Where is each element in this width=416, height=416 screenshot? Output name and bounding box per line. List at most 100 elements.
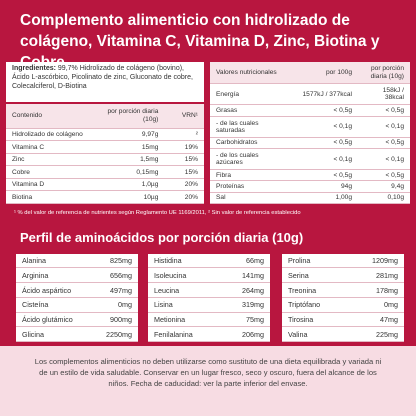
cell: Vitamina C [6,140,98,154]
amino-name: Valina [282,326,348,342]
amino-value: 141mg [221,267,270,284]
cell: Proteínas [210,180,290,193]
amino-column: Alanina 825mg Arginina 656mg Ácido aspártico… [16,254,138,342]
header-cell: por 100g [290,62,358,85]
header-row: Valores nutricionales por 100g por porción… [210,62,410,85]
amino-value: 225mg [347,326,404,342]
cell: < 0,5g [290,137,358,150]
row: Metionina 75mg [148,312,270,328]
amino-value: 497mg [91,282,138,298]
header-cell: Valores nutricionales [210,62,290,85]
cell: Vitamina D [6,178,98,192]
row: Glicina 2250mg [16,326,138,342]
amino-value: 206mg [221,326,270,342]
amino-name: Ácido aspártico [16,282,92,298]
bottom-band [0,346,416,416]
cell: Biotina [6,190,98,204]
row: Arginina 656mg [16,267,138,284]
row: Cobre 0,15mg 15% [6,165,204,179]
cell: 0,10g [358,192,410,205]
row: Alanina 825mg [16,254,138,269]
row: Prolina 1209mg [282,254,404,269]
amino-column: Histidina 66mg Isoleucina 141mg Leucina 264mg… [148,254,270,342]
row: Triptófano 0mg [282,297,404,313]
header-row: Contenido por porción diaria (10g) VRN¹ [6,104,204,129]
cell: 20% [164,178,204,192]
amino-value: 264mg [221,282,270,298]
amino-value: 1209mg [347,254,404,269]
row: Treonina 178mg [282,282,404,298]
amino-value: 47mg [347,312,404,328]
row: Proteínas 94g 9,4g [210,180,410,193]
cell: 1577kJ / 377kcal [290,83,358,106]
cell: < 0,1g [358,148,410,171]
cell: Fibra [210,169,290,182]
cell: 158kJ / 38kcal [358,83,410,106]
disclaimer: Los complementos alimenticios no deben u… [34,357,382,388]
amino-name: Histidina [148,254,222,269]
amino-name: Cisteína [16,297,92,313]
header-cell: VRN¹ [164,104,204,129]
amino-name: Ácido glutámico [16,312,92,328]
row: Zinc 1,5mg 15% [6,153,204,167]
cell: < 0,1g [290,148,358,171]
cell: - de los cuales azúcares [210,148,290,171]
row: Isoleucina 141mg [148,267,270,284]
cell: 1,00g [290,192,358,205]
amino-table: Prolina 1209mg Serina 281mg Treonina 178mg Tri… [282,254,404,342]
cell: < 0,5g [290,104,358,117]
header-cell: Contenido [6,104,98,129]
amino-name: Prolina [282,254,348,269]
row: Vitamina C 15mg 19% [6,140,204,154]
row: Lisina 319mg [148,297,270,313]
row: Fibra < 0,5g < 0,5g [210,169,410,182]
cell: 15% [164,165,204,179]
cell: Zinc [6,153,98,167]
amino-value: 900mg [91,312,138,328]
row: Leucina 264mg [148,282,270,298]
amino-name: Serina [282,267,348,284]
row: Ácido aspártico 497mg [16,282,138,298]
footnote: ¹ % del valor de referencia de nutriente… [14,210,301,216]
ingredients-label: Ingredientes: [12,65,56,72]
row: Biotina 10µg 20% [6,190,204,204]
amino-value: 656mg [91,267,138,284]
amino-table: Histidina 66mg Isoleucina 141mg Leucina 264mg… [148,254,270,342]
row: Valina 225mg [282,326,404,342]
row: Fenilalanina 206mg [148,326,270,342]
cell: ² [164,128,204,142]
cell: 94g [290,180,358,193]
cell: 1,0µg [97,178,165,192]
cell: < 0,5g [358,104,410,117]
cell: Energía [210,83,290,106]
amino-value: 178mg [347,282,404,298]
cell: 1,5mg [97,153,165,167]
amino-table: Alanina 825mg Arginina 656mg Ácido aspártico… [16,254,138,342]
amino-name: Glicina [16,326,92,342]
amino-name: Isoleucina [148,267,222,284]
amino-value: 319mg [221,297,270,313]
cell: < 0,5g [290,169,358,182]
row: - de los cuales azúcares < 0,1g < 0,1g [210,148,410,171]
row: Energía 1577kJ / 377kcal 158kJ / 38kcal [210,83,410,106]
ingredients: Ingredientes: 99,7% Hidrolizado de colág… [6,62,204,102]
row: Cisteína 0mg [16,297,138,313]
cell: 20% [164,190,204,204]
row: Hidrolizado de colágeno 9,97g ² [6,128,204,142]
amino-name: Triptófano [282,297,348,313]
amino-value: 2250mg [91,326,138,342]
header-cell: por porción diaria (10g) [97,104,165,129]
cell: Cobre [6,165,98,179]
cell: 19% [164,140,204,154]
cell: Hidrolizado de colágeno [6,128,98,142]
section-title: Perfil de aminoácidos por porción diaria… [20,230,304,245]
amino-value: 66mg [221,254,270,269]
cell: 15% [164,153,204,167]
amino-value: 825mg [91,254,138,269]
cell: Carbohidratos [210,137,290,150]
cell: Grasas [210,104,290,117]
cell: 9,97g [97,128,165,142]
ingredients-text: 99,7% Hidrolizado de colágeno (bovino), … [12,65,193,90]
amino-name: Metionina [148,312,222,328]
